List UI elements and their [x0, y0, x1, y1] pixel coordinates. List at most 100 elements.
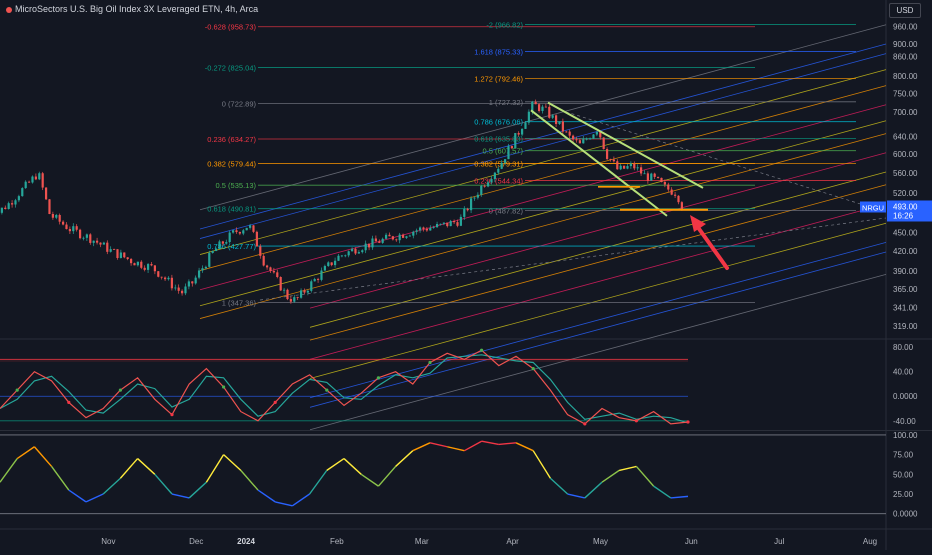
candle-body [629, 163, 632, 167]
fib-left-label: 0.236 (634.27) [207, 135, 256, 144]
candle-body [51, 214, 54, 218]
ticker-badge [860, 201, 886, 213]
candle-body [554, 115, 558, 124]
channel-line [199, 104, 887, 291]
median-line [259, 217, 887, 301]
fib-left-label: 0 (722.89) [222, 99, 257, 108]
candle-body [510, 146, 513, 149]
candle-body [439, 223, 442, 225]
x-tick-label: Dec [189, 537, 203, 546]
candle-body [136, 261, 139, 266]
stoch-segment [309, 469, 328, 495]
x-tick-label: Jun [685, 537, 698, 546]
candle-body [242, 230, 245, 234]
falling-channel-lower [530, 109, 668, 217]
y-tick-label: 560.00 [893, 169, 918, 178]
price-badge-countdown: 16:26 [893, 211, 914, 220]
candle-body [180, 290, 184, 294]
candle-body [211, 251, 214, 253]
candle-body [92, 240, 95, 243]
candle-body [146, 264, 150, 270]
stoch-segment [171, 493, 190, 499]
fib-left-label: -0.628 (958.73) [205, 23, 257, 32]
candle-body [55, 214, 58, 218]
candle-body [452, 220, 456, 223]
candle-body [531, 101, 534, 112]
stoch-segment [16, 446, 35, 460]
osc-marker [531, 367, 535, 371]
stoch-segment [670, 495, 689, 499]
candle-body [306, 290, 309, 293]
candle-body [170, 277, 173, 289]
stoch-segment [326, 457, 345, 471]
fib-right-label: 0.618 (635.83) [474, 134, 523, 143]
fib-right-label: 0.5 (607.57) [483, 147, 524, 156]
candle-body [425, 228, 428, 231]
candle-body [673, 194, 677, 196]
candle-body [208, 252, 211, 267]
candle-body [656, 176, 660, 178]
candle-body [72, 226, 75, 232]
candle-body [408, 235, 411, 237]
y-tick-label: 420.00 [893, 247, 918, 256]
channel-line [199, 69, 887, 255]
candle-body [643, 173, 646, 175]
osc-y-tick-label: 80.00 [893, 343, 914, 352]
candle-body [48, 199, 51, 215]
candle-body [378, 241, 381, 243]
candle-body [371, 238, 374, 248]
stoch-segment [257, 489, 276, 503]
candle-body [473, 197, 476, 199]
candle-body [466, 208, 469, 211]
candle-body [269, 267, 272, 271]
candle-body [432, 227, 435, 229]
stoch-segment [377, 465, 397, 487]
candle-body [109, 249, 112, 252]
candle-body [605, 149, 609, 159]
fib-left-label: 1 (347.36) [222, 299, 257, 308]
candle-body [534, 101, 537, 105]
candle-body [616, 161, 619, 170]
candle-body [282, 289, 286, 291]
stoch-segment [102, 477, 121, 495]
candle-body [218, 241, 221, 249]
candle-body [123, 252, 126, 258]
candle-body [129, 259, 133, 264]
y-tick-label: 860.00 [893, 52, 918, 61]
candle-body [21, 188, 24, 197]
channel-line [309, 203, 887, 360]
candle-body [503, 159, 507, 163]
candle-body [463, 208, 466, 217]
candle-body [357, 252, 360, 254]
candle-body [571, 135, 575, 140]
osc-marker [118, 388, 122, 392]
candle-body [17, 196, 20, 201]
currency-button[interactable]: USD [889, 3, 921, 18]
candle-body [0, 207, 3, 213]
osc-marker [170, 413, 174, 417]
candle-body [588, 138, 592, 140]
candle-body [367, 243, 371, 248]
candle-body [279, 276, 282, 291]
stoch-segment [68, 489, 87, 503]
stoch-segment [119, 458, 139, 479]
candle-body [191, 281, 194, 284]
candle-body [61, 221, 65, 225]
candle-body [41, 173, 44, 188]
candle-body [320, 270, 323, 280]
stoch-segment [0, 458, 18, 483]
candle-body [568, 131, 571, 136]
candle-body [10, 203, 14, 205]
stoch-y-tick-label: 75.00 [893, 451, 914, 460]
candle-body [514, 133, 517, 149]
stoch-segment [549, 477, 569, 495]
candle-body [622, 165, 626, 169]
candle-body [160, 276, 163, 278]
candle-body [106, 242, 109, 252]
y-tick-label: 319.00 [893, 322, 918, 331]
candle-body [442, 222, 445, 224]
candle-body [78, 229, 82, 239]
candle-body [143, 267, 146, 270]
